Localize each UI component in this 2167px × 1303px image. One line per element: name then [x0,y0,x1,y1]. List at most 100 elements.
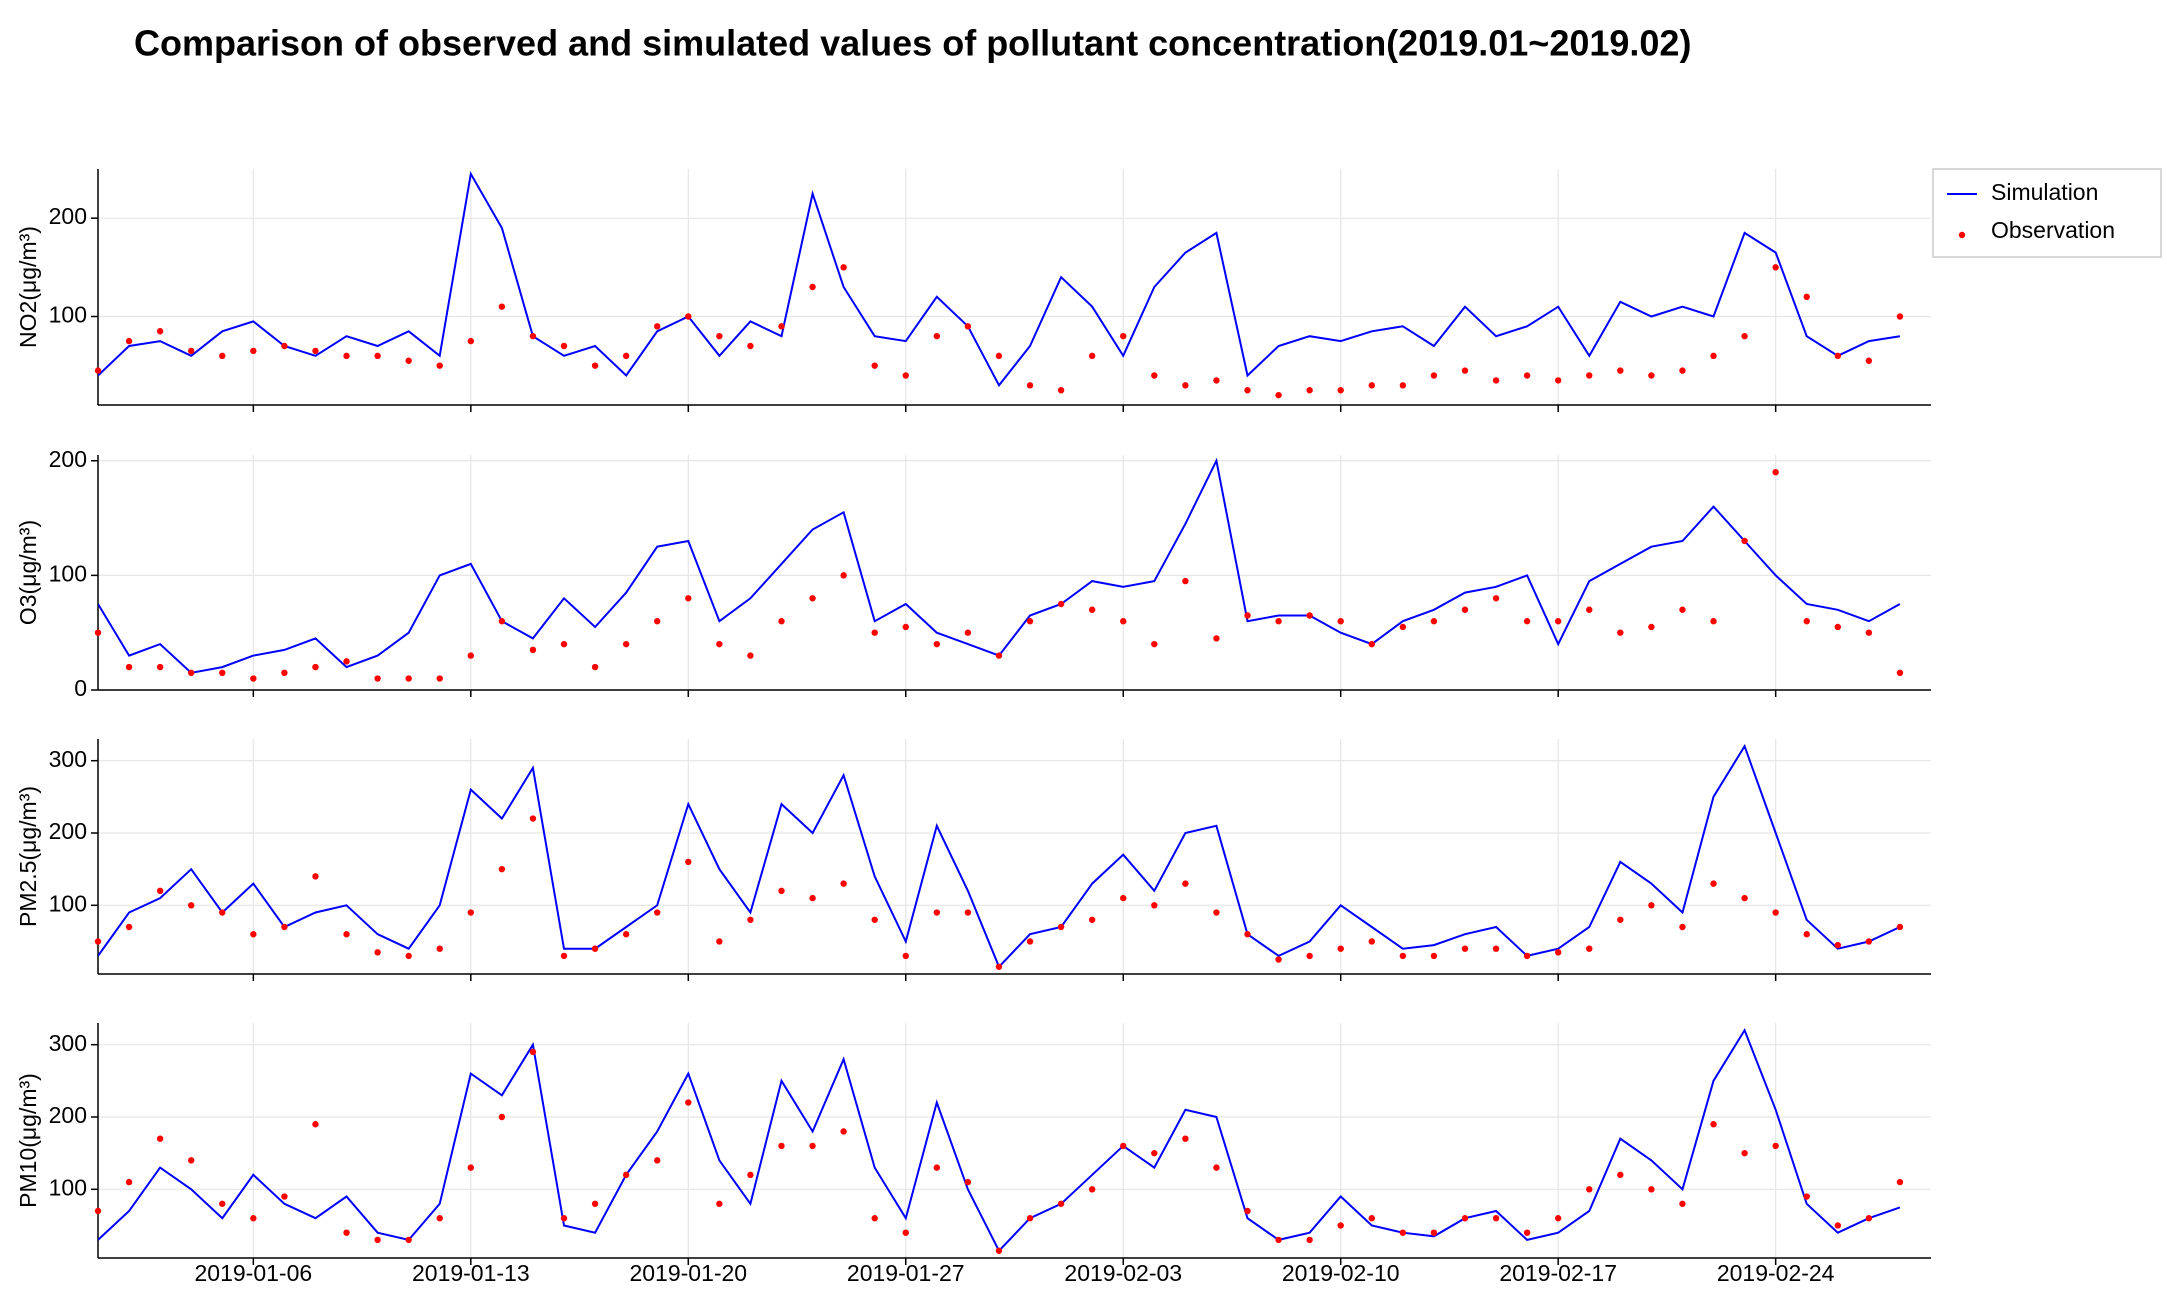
obs-point [1679,1200,1686,1207]
obs-point [188,1157,195,1164]
chart-title: Comparison of observed and simulated val… [134,23,1691,64]
obs-point [778,618,785,625]
obs-point [1151,902,1158,909]
obs-point [1088,606,1096,613]
y-tick-label: 100 [49,560,87,586]
obs-point [654,909,661,916]
obs-point [1088,352,1096,360]
y-tick-label: 200 [49,446,87,472]
obs-point [1430,618,1438,625]
obs-point [560,640,568,648]
obs-point [1088,1186,1096,1193]
obs-point [1492,945,1500,952]
obs-point [902,372,909,379]
obs-point [1679,923,1686,931]
obs-point [1554,377,1562,384]
obs-point [498,865,506,873]
obs-point [188,669,195,677]
obs-point [281,923,288,931]
obs-point [716,332,723,340]
obs-point [312,663,319,671]
obs-point [871,629,878,636]
obs-point [778,1142,785,1150]
obs-point [933,640,941,648]
y-axis-label: PM10(μg/m³) [15,1073,41,1208]
obs-point [156,887,164,895]
obs-point [1120,894,1127,902]
obs-point [1741,332,1748,340]
obs-point [1648,1186,1655,1193]
obs-point [1368,382,1375,389]
obs-point [622,352,630,360]
obs-point [374,352,381,360]
obs-point [778,323,785,330]
obs-point [1617,1171,1624,1179]
obs-point [840,880,847,887]
obs-point [1896,1178,1904,1186]
obs-point [622,931,630,938]
obs-point [840,1128,847,1135]
obs-point [1244,1207,1251,1215]
obs-point [1617,367,1624,374]
obs-point [1306,612,1313,619]
obs-point [156,1135,164,1142]
obs-point [1244,387,1251,394]
obs-point [250,347,257,355]
x-tick-label: 2019-01-20 [629,1260,747,1286]
obs-point [436,945,443,952]
obs-point [1306,387,1313,394]
y-tick-label: 100 [49,302,87,328]
obs-point [94,1207,102,1215]
obs-point [343,1229,350,1236]
obs-point [498,1113,506,1121]
obs-point [250,931,257,938]
y-tick-label: 200 [49,203,87,229]
obs-point [964,909,972,916]
obs-point [933,1164,941,1171]
obs-point [1523,952,1531,960]
obs-point [156,328,164,335]
obs-point [1368,640,1375,648]
obs-point [840,264,847,271]
obs-point [250,1215,257,1222]
obs-point [1772,1142,1779,1150]
obs-point [219,1200,226,1207]
obs-point [871,916,878,923]
obs-point [1026,938,1034,945]
x-tick-label: 2019-02-03 [1064,1260,1182,1286]
obs-point [1834,1222,1841,1229]
obs-point [1275,956,1282,963]
obs-point [685,313,692,320]
obs-point [685,858,692,866]
sim-line [98,457,1901,674]
obs-point [1865,938,1873,945]
y-axis-label: NO2(μg/m³) [15,226,41,348]
obs-point [312,1121,319,1128]
obs-point [1523,372,1531,379]
obs-point [250,675,257,682]
obs-point [964,629,972,636]
obs-point [840,572,847,579]
obs-point [467,652,475,659]
obs-point [1057,923,1065,931]
obs-point [312,873,319,880]
obs-point [716,938,723,945]
obs-point [1213,377,1220,384]
obs-point [1741,537,1748,545]
obs-point [560,952,568,960]
obs-point [188,902,195,909]
obs-point [1151,1149,1158,1157]
y-tick-label: 200 [49,1102,87,1128]
obs-point [374,949,381,956]
obs-point [1057,600,1065,608]
obs-point [1213,909,1220,916]
obs-point [1834,941,1841,949]
obs-point [1554,949,1562,956]
obs-point [1275,391,1282,399]
obs-point [964,1178,972,1186]
obs-point [1461,606,1469,613]
obs-point [1430,952,1438,960]
obs-point [1865,1215,1873,1222]
obs-point [716,1200,723,1207]
obs-point [1213,635,1220,642]
